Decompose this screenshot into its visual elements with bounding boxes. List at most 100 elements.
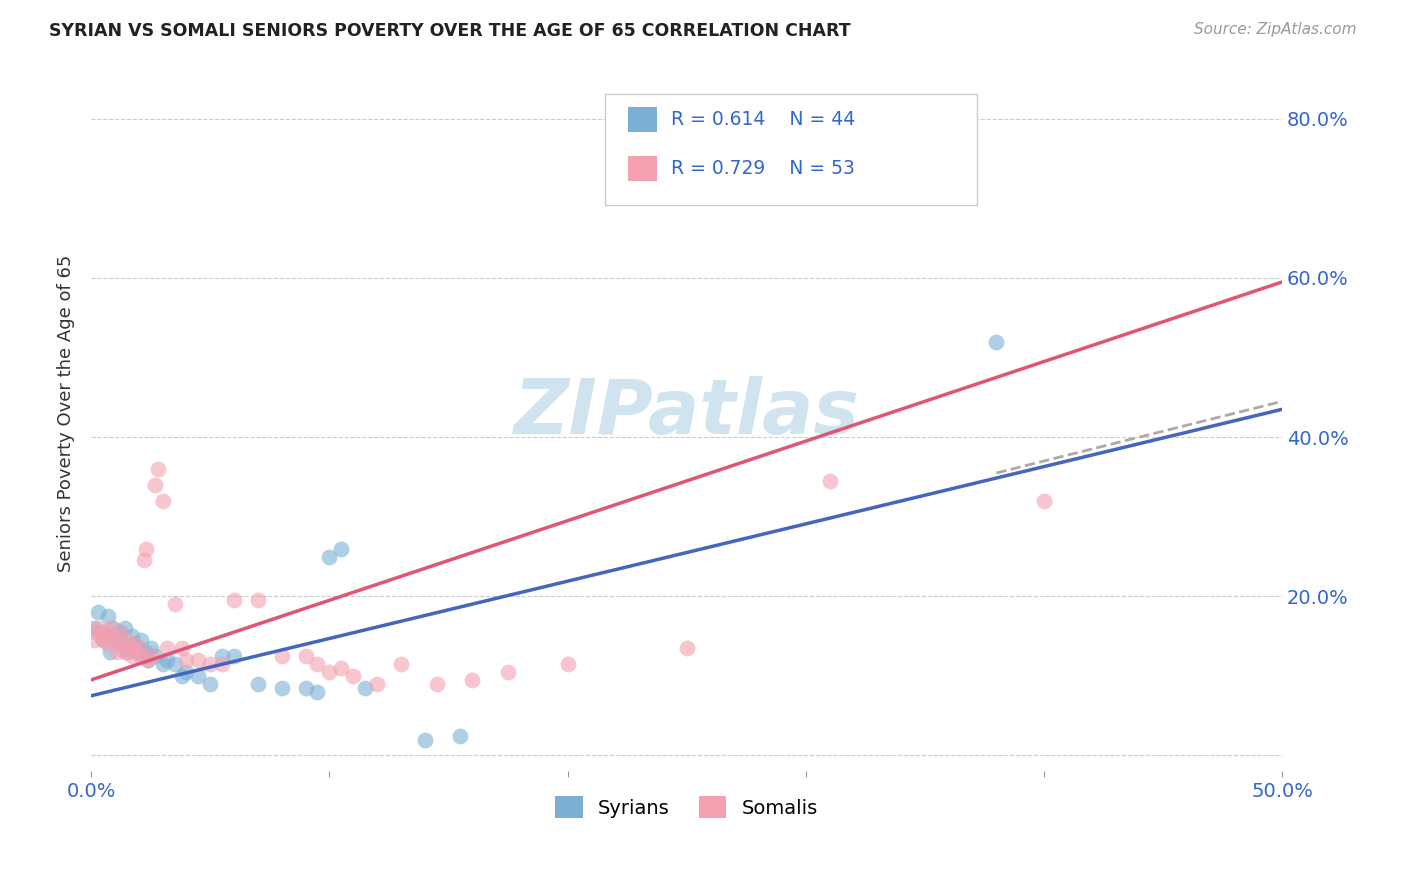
Point	[128, 640, 150, 655]
Point	[389, 657, 412, 671]
Point	[294, 648, 316, 663]
Point	[129, 648, 152, 663]
Point	[98, 645, 121, 659]
Point	[270, 681, 292, 695]
Point	[129, 633, 152, 648]
Point	[121, 629, 143, 643]
Point	[128, 640, 150, 655]
Point	[94, 629, 117, 643]
Point	[114, 645, 136, 659]
Point	[108, 625, 131, 640]
Point	[145, 478, 167, 492]
Point	[318, 665, 340, 679]
Point	[91, 633, 114, 648]
Point	[461, 673, 484, 687]
Point	[135, 541, 157, 556]
Point	[97, 609, 120, 624]
Point	[152, 493, 174, 508]
Point	[200, 677, 222, 691]
Point	[84, 625, 107, 640]
Point	[83, 621, 105, 635]
Point	[818, 474, 841, 488]
Text: R = 0.614    N = 44: R = 0.614 N = 44	[671, 110, 855, 129]
Point	[125, 645, 148, 659]
Point	[307, 657, 329, 671]
Text: R = 0.729    N = 53: R = 0.729 N = 53	[671, 159, 855, 178]
Point	[111, 637, 134, 651]
Point	[97, 637, 120, 651]
Point	[104, 633, 127, 648]
Point	[108, 625, 131, 640]
Point	[139, 648, 162, 663]
Point	[307, 685, 329, 699]
Text: SYRIAN VS SOMALI SENIORS POVERTY OVER THE AGE OF 65 CORRELATION CHART: SYRIAN VS SOMALI SENIORS POVERTY OVER TH…	[49, 22, 851, 40]
Point	[121, 648, 143, 663]
Point	[557, 657, 579, 671]
Point	[187, 669, 209, 683]
Point	[366, 677, 388, 691]
Point	[115, 633, 138, 648]
Point	[342, 669, 364, 683]
Point	[270, 648, 292, 663]
Point	[294, 681, 316, 695]
Point	[136, 653, 159, 667]
Text: ZIPatlas: ZIPatlas	[513, 376, 859, 450]
Point	[163, 597, 186, 611]
Y-axis label: Seniors Poverty Over the Age of 65: Seniors Poverty Over the Age of 65	[58, 254, 75, 572]
Point	[101, 629, 124, 643]
Point	[163, 657, 186, 671]
Point	[425, 677, 447, 691]
Point	[246, 593, 269, 607]
Point	[318, 549, 340, 564]
Point	[83, 633, 105, 648]
Point	[222, 648, 245, 663]
Point	[139, 640, 162, 655]
Point	[176, 653, 198, 667]
Point	[87, 621, 110, 635]
Point	[114, 621, 136, 635]
Point	[104, 629, 127, 643]
Point	[91, 633, 114, 648]
Point	[90, 629, 112, 643]
Point	[496, 665, 519, 679]
Point	[354, 681, 377, 695]
Point	[135, 645, 157, 659]
Point	[105, 645, 128, 659]
Point	[94, 625, 117, 640]
Point	[330, 541, 353, 556]
Point	[170, 640, 193, 655]
Point	[115, 645, 138, 659]
Point	[1033, 493, 1056, 508]
Point	[98, 621, 121, 635]
Point	[449, 729, 471, 743]
Point	[105, 633, 128, 648]
Point	[200, 657, 222, 671]
Point	[156, 640, 179, 655]
Point	[330, 661, 353, 675]
Point	[111, 637, 134, 651]
Point	[152, 657, 174, 671]
Point	[90, 625, 112, 640]
Point	[132, 553, 155, 567]
Point	[413, 732, 436, 747]
Point	[87, 605, 110, 619]
Point	[125, 645, 148, 659]
Point	[187, 653, 209, 667]
Point	[211, 648, 233, 663]
Point	[118, 640, 141, 655]
Point	[938, 183, 960, 197]
Point	[675, 640, 697, 655]
Point	[136, 653, 159, 667]
Point	[156, 653, 179, 667]
Point	[986, 334, 1008, 349]
Point	[176, 665, 198, 679]
Point	[122, 637, 145, 651]
Point	[145, 648, 167, 663]
Point	[101, 621, 124, 635]
Point	[146, 462, 169, 476]
Point	[211, 657, 233, 671]
Point	[222, 593, 245, 607]
Point	[132, 648, 155, 663]
Point	[170, 669, 193, 683]
Legend: Syrians, Somalis: Syrians, Somalis	[547, 789, 825, 826]
